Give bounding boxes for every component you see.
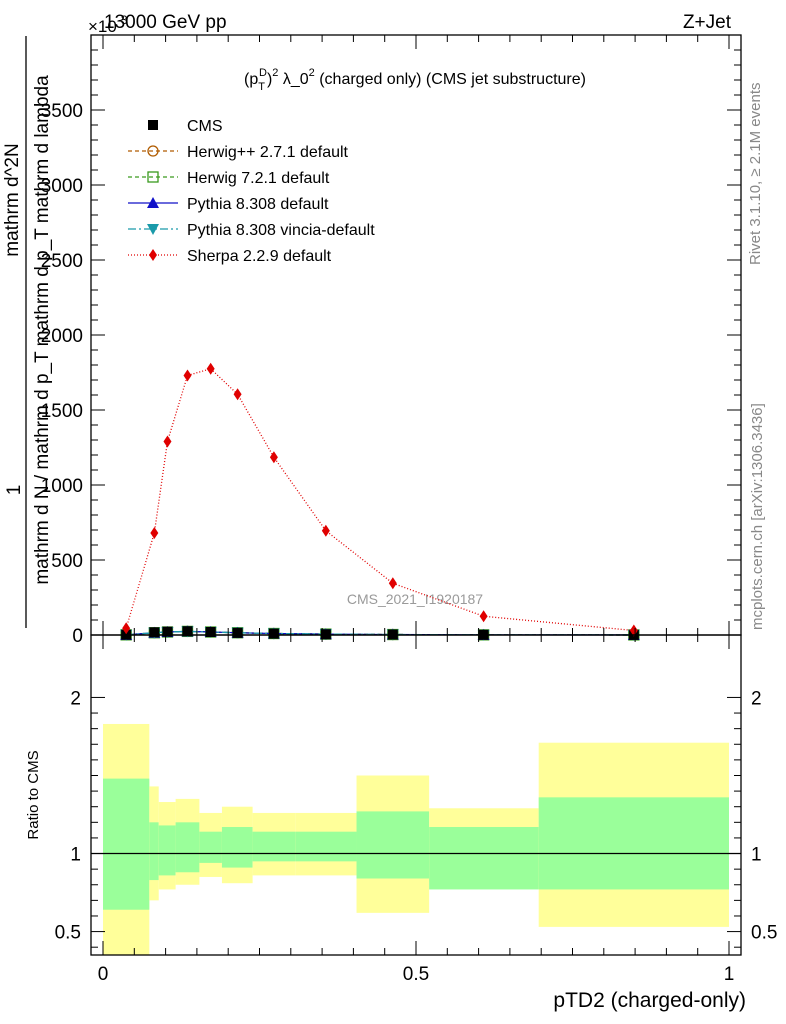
legend-entry-herwig-7-2-1-default: Herwig 7.2.1 default (128, 170, 330, 187)
xtick-label: 0.5 (403, 964, 429, 985)
ratio-inner-band (103, 778, 150, 910)
legend-marker (147, 145, 159, 157)
data-point (629, 624, 638, 637)
legend-label: CMS (187, 118, 223, 135)
legend: CMS Herwig++ 2.7.1 default Herwig 7.2.1 de… (128, 118, 375, 265)
source-label: mcplots.cern.ch [arXiv:1306.3436] (749, 403, 766, 630)
ratio-inner-band (429, 827, 539, 890)
main-ytick-label: 1000 (41, 476, 83, 497)
series-herwig-7-2-1-default (120, 625, 640, 641)
series-herwig-2-7-1-default (120, 625, 640, 641)
data-point (206, 362, 215, 375)
data-point (122, 622, 131, 635)
legend-label: Herwig 7.2.1 default (187, 170, 330, 187)
xtick-label: 1 (724, 964, 735, 985)
legend-entry-herwig-2-7-1-default: Herwig++ 2.7.1 default (128, 144, 349, 161)
data-point (321, 524, 330, 537)
ylabel-one: 1 (4, 485, 25, 496)
series-sherpa-2-2-9-default (122, 362, 638, 637)
legend-label: Pythia 8.308 vincia-default (187, 222, 375, 239)
ylabel-numerator: mathrm d^2N (2, 143, 23, 256)
ratio-ytick-label: 0.5 (55, 923, 81, 944)
main-ytick-label: 2500 (41, 251, 83, 272)
exponent-power: -3 (117, 13, 128, 27)
ratio-inner-band (158, 825, 176, 876)
legend-entry-cms: CMS (148, 118, 223, 135)
ratio-ytick-label-right: 2 (751, 688, 762, 709)
rivet-label: Rivet 3.1.10, ≥ 2.1M events (747, 83, 764, 266)
ylabel-denominator: mathrm d N / mathrm d p_T mathrm d p_T m… (32, 75, 53, 585)
data-point (269, 451, 278, 464)
series-pythia-8-308-vincia-default (120, 626, 640, 641)
legend-entry-pythia-8-308-default: Pythia 8.308 default (128, 196, 329, 213)
main-ytick-label: 2000 (41, 326, 83, 347)
ratio-inner-band (175, 822, 200, 873)
main-ytick-label: 500 (51, 551, 83, 572)
ratio-inner-band (149, 822, 159, 881)
data-point (268, 628, 279, 639)
energy-label: 13000 GeV pp (104, 12, 227, 33)
series-cms (121, 626, 639, 640)
xtick-label: 0 (98, 964, 109, 985)
data-point (479, 610, 488, 623)
data-point (182, 626, 193, 637)
data-point (162, 626, 173, 637)
ratio-ytick-label-right: 0.5 (751, 923, 777, 944)
data-point (232, 627, 243, 638)
data-point (205, 627, 216, 637)
axes: 0 500 1000 1500 2000 2500 3000 3500 0 0.5 1 0.5 0.5 1… (41, 34, 777, 985)
main-ytick-label: 0 (72, 626, 83, 647)
data-point (320, 629, 331, 640)
ratio-inner-band (295, 831, 357, 862)
data-point (388, 577, 397, 590)
process-label: Z+Jet (683, 12, 732, 33)
legend-label: Pythia 8.308 default (187, 196, 329, 213)
data-point (150, 527, 159, 539)
data-point (183, 369, 192, 382)
watermark: CMS_2021_I1920187 (347, 591, 483, 607)
exponent-base: ×10 (88, 17, 117, 36)
legend-marker (147, 197, 159, 208)
main-ytick-label: 3500 (41, 101, 83, 122)
ratio-inner-band (199, 831, 222, 863)
ratio-bands (91, 723, 741, 955)
legend-marker (148, 120, 158, 130)
ratio-ylabel: Ratio to CMS (25, 750, 42, 839)
main-ytick-label: 3000 (41, 176, 83, 197)
exponent-label: ×10-3 (88, 13, 128, 36)
ratio-inner-band (252, 831, 296, 862)
series-pythia-8-308-default (120, 625, 640, 640)
data-point (233, 388, 242, 401)
ratio-inner-band (538, 797, 729, 890)
legend-label: Sherpa 2.2.9 default (187, 248, 332, 265)
xaxis-label: pTD2 (charged-only) (553, 989, 746, 1012)
legend-marker (147, 224, 159, 235)
legend-entry-sherpa-2-2-9-default: Sherpa 2.2.9 default (128, 248, 332, 265)
ratio-inner-band (221, 827, 253, 868)
ratio-ytick-label: 1 (70, 845, 81, 866)
legend-marker (149, 249, 157, 261)
plot-title: (pTD)2 λ_02 (charged only) (CMS jet subs… (244, 67, 586, 93)
data-point (163, 435, 172, 448)
legend-marker (147, 171, 159, 183)
legend-entry-pythia-8-308-vincia-default: Pythia 8.308 vincia-default (128, 222, 375, 239)
ratio-ytick-label: 2 (70, 688, 81, 709)
data-point (149, 627, 160, 638)
ratio-inner-band (356, 811, 430, 879)
main-ytick-label: 1500 (41, 401, 83, 422)
legend-label: Herwig++ 2.7.1 default (187, 144, 349, 161)
ratio-ytick-label-right: 1 (751, 845, 762, 866)
